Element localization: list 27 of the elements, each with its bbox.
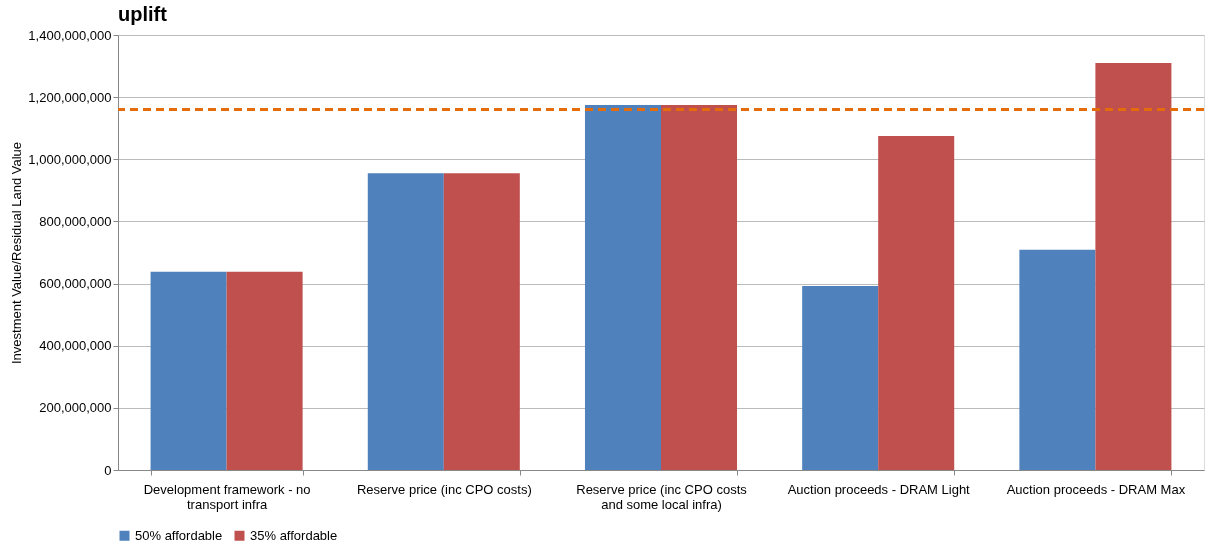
bar [150,271,227,470]
y-tick-label: 200,000,000 [39,400,112,416]
bar [1095,62,1172,470]
bar [367,173,444,470]
x-tick-label: Reserve price (inc CPO costs) [356,481,532,497]
bar [443,173,520,470]
chart-title: uplift [118,3,168,25]
x-tick-label: Reserve price (inc CPO costs and some local infra) [576,481,748,512]
y-tick-label: 400,000,000 [39,338,112,354]
y-tick-label: 1,000,000,000 [28,151,112,167]
x-tick-label: Development framework - no transport infra [143,481,311,512]
bar [1019,249,1096,470]
bar [802,286,879,470]
bar [584,104,661,470]
y-tick-label: 600,000,000 [39,276,112,292]
y-tick-label: 0 [104,462,112,478]
y-tick-label: 800,000,000 [39,213,112,229]
y-tick-label: 1,400,000,000 [28,27,112,43]
legend-label: 50% affordable [135,527,223,543]
bar [226,271,303,470]
y-tick-label: 1,200,000,000 [28,89,112,105]
legend-label: 35% affordable [250,527,338,543]
x-tick-label: Auction proceeds - DRAM Light [787,481,971,497]
bar [878,135,955,470]
bar [661,104,738,470]
x-tick-label: Auction proceeds - DRAM Max [1006,481,1186,497]
y-axis-title: Investment Value/Residual Land Value [9,141,25,365]
